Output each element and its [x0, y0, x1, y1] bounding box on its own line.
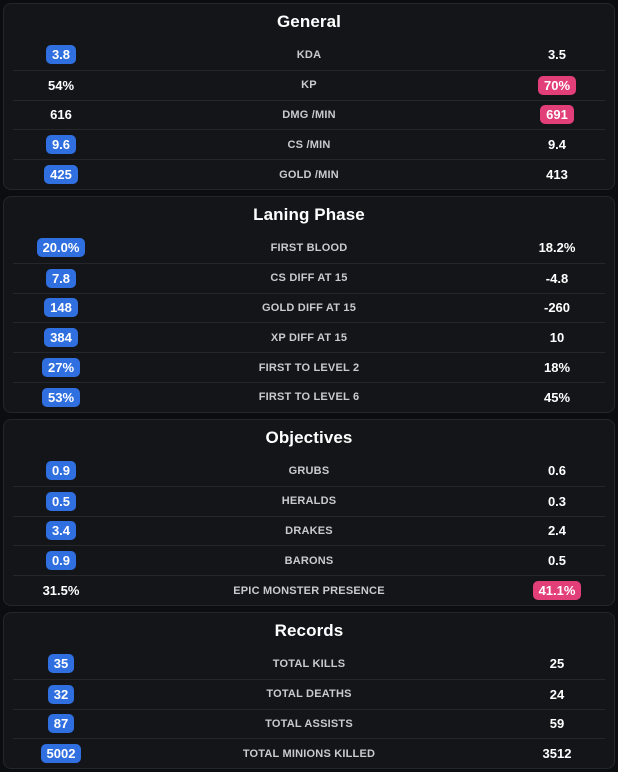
left-value: 31.5% [42, 583, 80, 599]
section-title: Laning Phase [253, 205, 365, 224]
right-value: 2.4 [547, 523, 567, 539]
stat-label: FIRST TO LEVEL 2 [258, 361, 360, 374]
right-value: 3.5 [547, 47, 567, 63]
stat-row-gold-min: 425 GOLD /MIN 413 [13, 159, 605, 189]
left-value: 20.0% [36, 238, 86, 258]
right-value: 3512 [542, 746, 572, 762]
left-value: 616 [50, 107, 72, 123]
stat-label: TOTAL KILLS [272, 657, 346, 670]
section-records: Records 35 TOTAL KILLS 25 32 TOTAL DEATH… [3, 612, 615, 769]
section-general: General 3.8 KDA 3.5 54% KP 70% 616 DMG /… [3, 3, 615, 190]
stat-label: FIRST TO LEVEL 6 [258, 391, 360, 404]
stat-label: BARONS [284, 554, 334, 567]
right-value: 18% [543, 360, 571, 376]
stat-label: GOLD DIFF AT 15 [261, 301, 357, 314]
stat-row-first-blood: 20.0% FIRST BLOOD 18.2% [13, 233, 605, 263]
right-value: 413 [546, 167, 568, 183]
right-value: 0.6 [547, 463, 567, 479]
left-value: 53% [41, 387, 81, 407]
left-value: 0.9 [45, 461, 77, 481]
left-value: 384 [44, 328, 78, 348]
right-value: 10 [549, 330, 565, 346]
stat-row-epic-monster-presence: 31.5% EPIC MONSTER PRESENCE 41.1% [13, 575, 605, 605]
stat-row-cs-diff-15: 7.8 CS DIFF AT 15 -4.8 [13, 262, 605, 293]
stat-label: HERALDS [281, 495, 337, 508]
right-value: -260 [543, 300, 571, 316]
left-value: 9.6 [45, 135, 77, 155]
left-value: 0.5 [45, 491, 77, 511]
right-value: 70% [537, 75, 577, 95]
left-value: 5002 [40, 744, 82, 764]
stat-label: CS /MIN [287, 138, 331, 151]
right-value: 0.5 [547, 553, 567, 569]
right-value: 691 [540, 105, 574, 125]
stat-label: TOTAL MINIONS KILLED [242, 747, 376, 760]
right-value: 45% [543, 389, 571, 405]
right-value: 59 [549, 716, 565, 732]
section-title: General [276, 12, 341, 31]
stat-row-first-to-level-6: 53% FIRST TO LEVEL 6 45% [13, 381, 605, 412]
left-value: 27% [41, 358, 81, 378]
section-title: Records [274, 621, 344, 640]
section-title: Objectives [265, 428, 353, 447]
left-value: 32 [47, 684, 75, 704]
stat-row-kda: 3.8 KDA 3.5 [13, 40, 605, 70]
stat-row-total-kills: 35 TOTAL KILLS 25 [13, 649, 605, 679]
stat-label: TOTAL ASSISTS [265, 717, 353, 730]
stat-label: GOLD /MIN [279, 168, 339, 181]
stat-label: GRUBS [288, 464, 330, 477]
stat-label: FIRST BLOOD [270, 241, 348, 254]
stat-row-total-minions-killed: 5002 TOTAL MINIONS KILLED 3512 [13, 738, 605, 768]
section-objectives: Objectives 0.9 GRUBS 0.6 0.5 HERALDS 0.3… [3, 419, 615, 606]
left-value: 54% [47, 77, 75, 93]
stat-row-drakes: 3.4 DRAKES 2.4 [13, 515, 605, 546]
left-value: 3.8 [45, 45, 77, 65]
stat-row-cs-min: 9.6 CS /MIN 9.4 [13, 129, 605, 159]
stat-label: XP DIFF AT 15 [270, 331, 348, 344]
right-value: 0.3 [547, 493, 567, 509]
right-value: 25 [549, 656, 565, 672]
stat-label: CS DIFF AT 15 [270, 272, 348, 285]
section-laning-phase: Laning Phase 20.0% FIRST BLOOD 18.2% 7.8… [3, 196, 615, 413]
stat-row-total-assists: 87 TOTAL ASSISTS 59 [13, 708, 605, 739]
stat-label: EPIC MONSTER PRESENCE [233, 584, 385, 597]
right-value: -4.8 [545, 270, 569, 286]
stat-row-kp: 54% KP 70% [13, 69, 605, 100]
right-value: 24 [549, 686, 565, 702]
stat-label: TOTAL DEATHS [266, 688, 352, 701]
right-value: 41.1% [532, 581, 582, 601]
stat-row-heralds: 0.5 HERALDS 0.3 [13, 485, 605, 516]
left-value: 148 [44, 298, 78, 318]
stat-row-xp-diff-15: 384 XP DIFF AT 15 10 [13, 322, 605, 352]
stat-row-dmg-min: 616 DMG /MIN 691 [13, 99, 605, 130]
left-value: 3.4 [45, 521, 77, 541]
left-value: 87 [47, 714, 75, 734]
stat-row-gold-diff-15: 148 GOLD DIFF AT 15 -260 [13, 292, 605, 323]
stat-label: KP [301, 79, 317, 92]
stat-label: DRAKES [285, 524, 333, 537]
stat-row-first-to-level-2: 27% FIRST TO LEVEL 2 18% [13, 352, 605, 382]
left-value: 7.8 [45, 268, 77, 288]
stat-row-barons: 0.9 BARONS 0.5 [13, 545, 605, 575]
right-value: 9.4 [547, 137, 567, 153]
left-value: 35 [47, 654, 75, 674]
stat-label: KDA [296, 48, 322, 61]
stat-label: DMG /MIN [282, 108, 336, 121]
left-value: 0.9 [45, 551, 77, 571]
left-value: 425 [44, 165, 78, 185]
stat-row-grubs: 0.9 GRUBS 0.6 [13, 456, 605, 486]
right-value: 18.2% [538, 240, 576, 256]
stat-row-total-deaths: 32 TOTAL DEATHS 24 [13, 678, 605, 709]
